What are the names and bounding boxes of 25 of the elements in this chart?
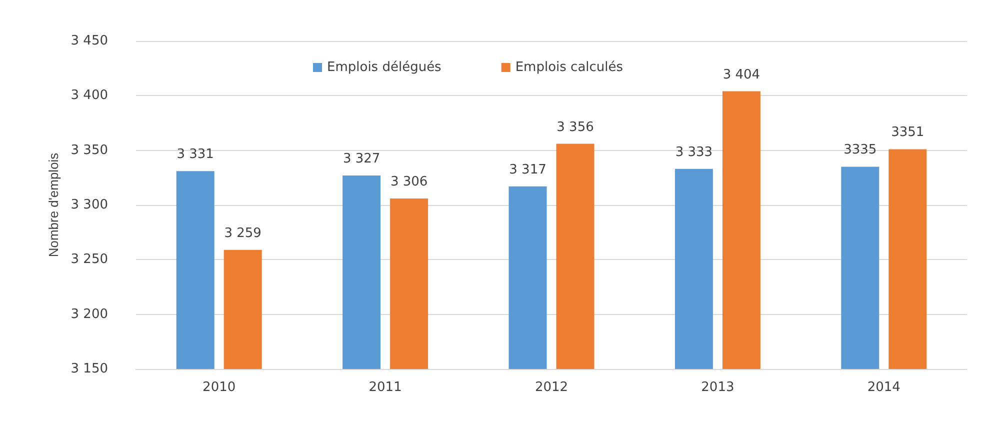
x-tick-label: 2010 — [202, 380, 236, 395]
data-label: 3 306 — [390, 174, 428, 190]
y-tick-label: 3 150 — [70, 362, 108, 376]
legend-label: Emplois calculés — [515, 60, 624, 75]
data-label: 3351 — [891, 125, 924, 140]
y-tick-label: 3 450 — [70, 34, 108, 48]
data-label: 3 333 — [675, 144, 713, 160]
legend-label: Emplois délégués — [327, 60, 442, 75]
data-label: 3 356 — [556, 120, 594, 135]
y-tick-label: 3 400 — [70, 88, 108, 104]
x-tick-label: 2011 — [368, 380, 402, 395]
data-label: 3 317 — [509, 162, 546, 178]
y-tick-label: 3 350 — [70, 142, 108, 158]
data-label: 3 327 — [342, 151, 380, 166]
y-axis-title: Nombre d'emplois — [46, 152, 61, 258]
data-label: 3335 — [844, 142, 877, 158]
x-tick-label: 2012 — [534, 380, 568, 395]
x-tick-label: 2014 — [867, 380, 900, 395]
y-tick-label: 3 300 — [70, 198, 108, 212]
data-label: 3 404 — [722, 67, 760, 82]
y-tick-label: 3 200 — [70, 306, 108, 322]
data-label: 3 259 — [224, 226, 262, 241]
y-tick-label: 3 250 — [70, 252, 108, 268]
x-tick-label: 2013 — [701, 380, 734, 395]
data-label: 3 331 — [176, 147, 214, 162]
